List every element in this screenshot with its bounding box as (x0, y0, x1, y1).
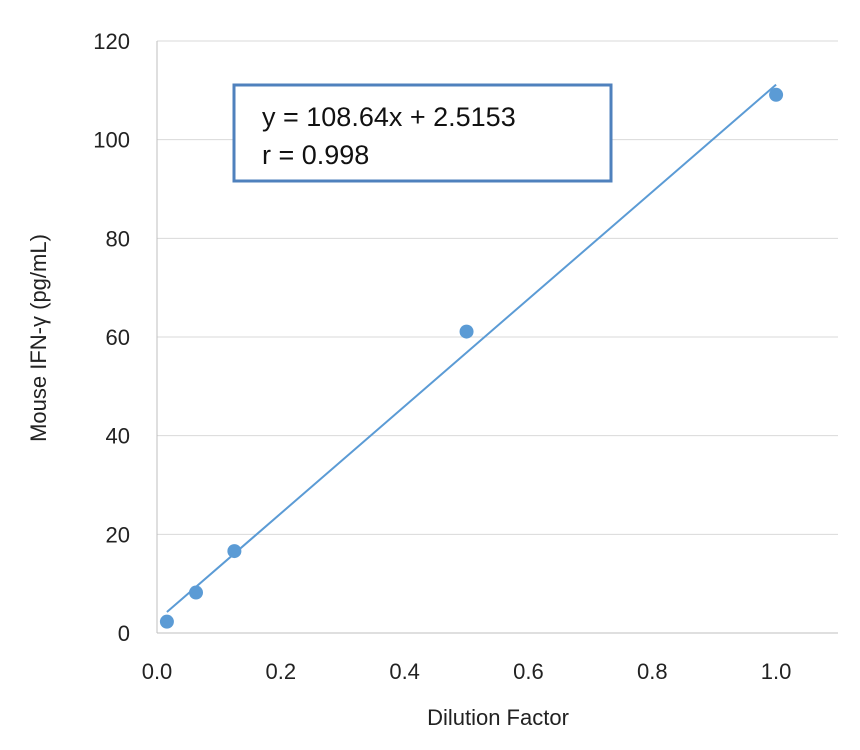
y-tick-label: 40 (106, 424, 130, 449)
data-point (769, 87, 784, 102)
x-tick-label: 0.8 (637, 659, 668, 684)
equation-box: y = 108.64x + 2.5153 r = 0.998 (232, 83, 613, 183)
trendline-group (166, 83, 777, 613)
data-point (227, 544, 242, 559)
x-tick-label: 0.0 (142, 659, 173, 684)
trendline (166, 83, 777, 613)
data-point (189, 585, 204, 600)
axes (156, 41, 838, 634)
y-tick-label: 60 (106, 325, 130, 350)
y-tick-label: 80 (106, 226, 130, 251)
y-tick-label: 100 (93, 128, 130, 153)
y-tick-labels: 0 20 40 60 80 100 120 (93, 29, 130, 646)
x-tick-label: 0.4 (389, 659, 420, 684)
r-value-text: r = 0.998 (262, 140, 369, 170)
x-tick-label: 0.2 (266, 659, 297, 684)
data-point (459, 324, 474, 339)
y-tick-label: 0 (118, 621, 130, 646)
equation-text: y = 108.64x + 2.5153 (262, 102, 516, 132)
x-tick-labels: 0.0 0.2 0.4 0.6 0.8 1.0 (142, 659, 792, 684)
equation-box-border (232, 83, 613, 183)
data-points (159, 87, 784, 629)
x-axis-title: Dilution Factor (427, 705, 569, 730)
x-tick-label: 1.0 (761, 659, 792, 684)
y-tick-label: 120 (93, 29, 130, 54)
data-point (159, 614, 174, 629)
y-tick-label: 20 (106, 522, 130, 547)
x-tick-label: 0.6 (513, 659, 544, 684)
y-axis-title: Mouse IFN-γ (pg/mL) (26, 234, 51, 442)
